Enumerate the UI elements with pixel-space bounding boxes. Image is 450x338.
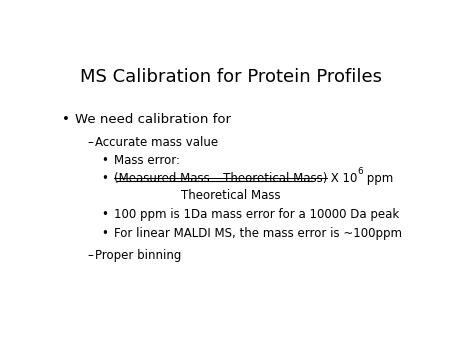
Text: •: • [102,209,108,221]
Text: –: – [87,249,93,262]
Text: We need calibration for: We need calibration for [76,114,231,126]
Text: •: • [102,172,108,185]
Text: •: • [102,154,108,167]
Text: Proper binning: Proper binning [94,249,181,262]
Text: •: • [102,227,108,240]
Text: Theoretical Mass: Theoretical Mass [181,189,280,202]
Text: 6: 6 [358,167,363,176]
Text: Mass error:: Mass error: [114,154,180,167]
Text: Accurate mass value: Accurate mass value [94,136,218,149]
Text: •: • [62,114,70,126]
Text: For linear MALDI MS, the mass error is ~100ppm: For linear MALDI MS, the mass error is ~… [114,227,402,240]
Text: ppm: ppm [363,172,394,185]
Text: –: – [87,136,93,149]
Text: 100 ppm is 1Da mass error for a 10000 Da peak: 100 ppm is 1Da mass error for a 10000 Da… [114,209,399,221]
Text: X 10: X 10 [327,172,358,185]
Text: (Measured Mass – Theoretical Mass): (Measured Mass – Theoretical Mass) [114,172,327,185]
Text: MS Calibration for Protein Profiles: MS Calibration for Protein Profiles [80,68,382,86]
